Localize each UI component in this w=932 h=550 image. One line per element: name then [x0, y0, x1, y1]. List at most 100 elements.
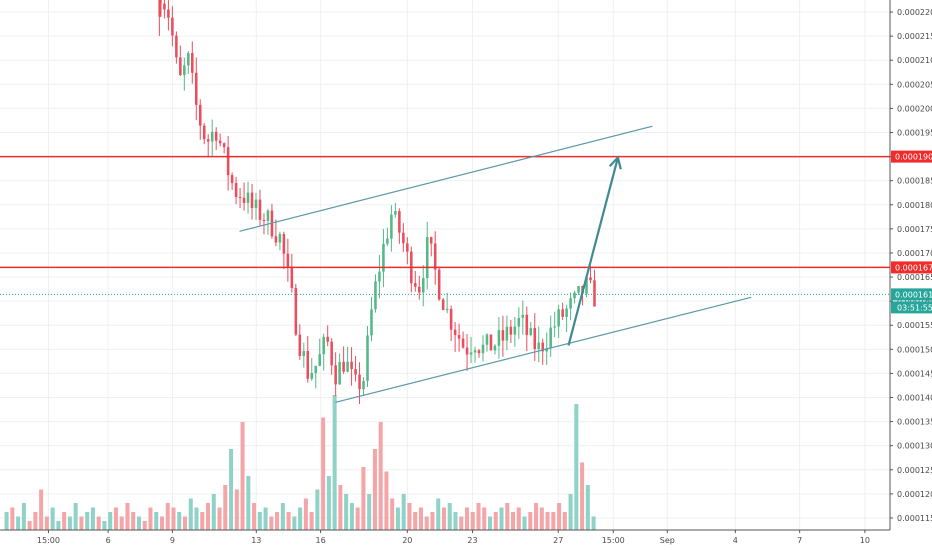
- volume-bar: [413, 512, 418, 530]
- time-tick-label: 7: [797, 536, 802, 545]
- volume-bar: [430, 512, 435, 530]
- candle-body: [421, 278, 425, 293]
- candle-body: [222, 143, 226, 148]
- candle-body: [322, 336, 325, 355]
- volume-bars: [4, 395, 596, 530]
- candle-body: [330, 341, 333, 366]
- candle-body: [346, 361, 349, 372]
- time-tick-label: 20: [402, 536, 412, 545]
- volume-bar: [85, 512, 90, 530]
- volume-bar: [436, 498, 441, 530]
- candle-body: [334, 365, 337, 385]
- volume-bar: [67, 516, 72, 530]
- candle-body: [593, 280, 596, 307]
- candle-body: [258, 199, 262, 220]
- volume-bar: [349, 503, 354, 530]
- time-tick-label: 9: [170, 536, 175, 545]
- volume-bar: [464, 507, 470, 530]
- volume-bar: [298, 507, 303, 530]
- candle-body: [533, 328, 537, 349]
- volume-bar: [240, 422, 245, 530]
- candle-body: [306, 350, 310, 379]
- candle-body: [457, 335, 461, 339]
- price-tick-label: 0.0001800: [897, 201, 932, 210]
- candle-body: [278, 234, 282, 243]
- volume-bar: [246, 476, 251, 530]
- volume-bar: [33, 512, 38, 530]
- candle-body: [529, 328, 533, 335]
- price-level-badge: [891, 150, 932, 163]
- time-tick-label: 6: [106, 536, 111, 545]
- price-tick-label: 0.0002000: [897, 104, 932, 113]
- volume-bar: [16, 516, 21, 530]
- candle-body: [477, 350, 481, 354]
- drawing-tools[interactable]: [239, 125, 752, 403]
- candle-body: [282, 234, 286, 254]
- volume-bar: [326, 476, 331, 530]
- volume-bar: [119, 516, 124, 530]
- volume-bar: [580, 462, 585, 530]
- volume-bar: [73, 503, 78, 530]
- volume-bar: [280, 503, 285, 530]
- volume-bar: [418, 507, 423, 530]
- candle-body: [414, 283, 417, 287]
- volume-bar: [407, 503, 412, 530]
- candle-body: [481, 344, 485, 354]
- candle-body: [191, 53, 194, 73]
- candle-body: [525, 314, 529, 335]
- candle-body: [497, 330, 501, 346]
- volume-bar: [286, 512, 291, 530]
- volume-bar: [557, 503, 562, 530]
- time-tick-label: 23: [467, 536, 477, 545]
- volume-bar: [424, 516, 429, 530]
- volume-bar: [159, 516, 165, 530]
- volume-bar: [522, 516, 527, 530]
- candle-body: [513, 326, 517, 335]
- volume-bar: [257, 512, 262, 530]
- price-tick-label: 0.0001650: [897, 273, 932, 282]
- price-level-label: 0.0001614: [895, 290, 932, 299]
- volume-bar: [545, 512, 550, 530]
- volume-bar: [378, 422, 383, 530]
- time-tick-label: Sep: [660, 536, 675, 545]
- trendline: [335, 296, 752, 403]
- price-tick-label: 0.0001950: [897, 129, 932, 138]
- price-levels[interactable]: [0, 155, 890, 295]
- candle-body: [406, 243, 409, 252]
- candle-body: [521, 314, 525, 318]
- candle-body: [254, 199, 258, 208]
- volume-bar: [194, 507, 199, 530]
- volume-bar: [44, 516, 49, 530]
- volume-bar: [395, 507, 400, 530]
- candle-body: [163, 3, 166, 10]
- candle-body: [187, 53, 190, 66]
- volume-bar: [50, 507, 55, 530]
- volume-bar: [217, 507, 222, 530]
- candle-body: [358, 374, 361, 390]
- volume-bar: [390, 498, 395, 530]
- candle-body: [290, 266, 294, 289]
- volume-bar: [372, 449, 377, 530]
- candle-body: [194, 72, 198, 105]
- price-level-badge: [891, 288, 932, 301]
- volume-bar: [62, 512, 67, 530]
- volume-bar: [344, 494, 349, 530]
- volume-bar: [488, 516, 493, 530]
- candle-body: [465, 347, 469, 355]
- price-axis[interactable]: 0.0002200 0.0002150 0.0002100 0.0002050 0.00…: [890, 8, 932, 523]
- candle-body: [370, 309, 373, 336]
- candle-body: [302, 350, 306, 356]
- volume-bar: [177, 512, 182, 530]
- volume-bar: [332, 395, 337, 530]
- candle-body: [473, 350, 477, 353]
- volume-bar: [453, 512, 458, 530]
- volume-bar: [263, 507, 268, 530]
- time-axis[interactable]: 15:00 6 9 13 16 20 23 27 15:00 Sep 4 7 10: [37, 530, 870, 545]
- candle-body: [453, 329, 457, 336]
- candle-body: [354, 368, 357, 375]
- candle-body: [202, 125, 206, 140]
- candle-body: [509, 326, 513, 335]
